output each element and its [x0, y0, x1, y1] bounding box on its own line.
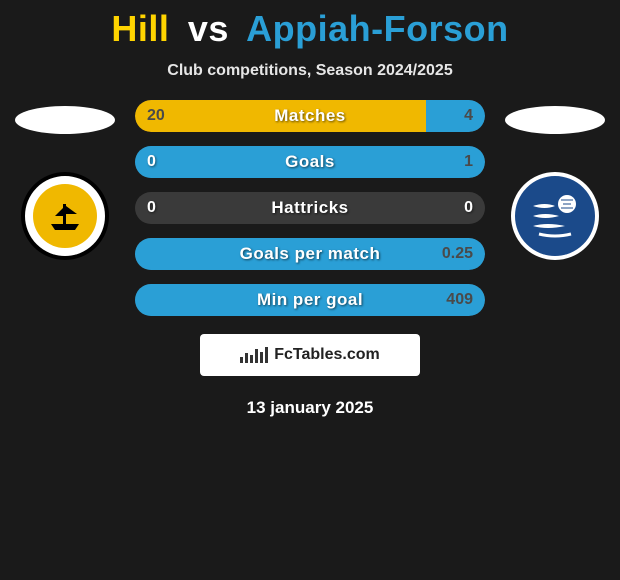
- stat-value-right: 0.25: [442, 245, 473, 263]
- stat-label: Goals per match: [240, 244, 381, 264]
- stat-fill-right: [426, 100, 486, 132]
- main-row: Matches 20 4 Goals 0 1 Hattricks 0 0 Goals per ma…: [0, 100, 620, 316]
- player1-name: Hill: [111, 8, 169, 49]
- player2-photo-placeholder: [505, 106, 605, 134]
- stat-label: Hattricks: [271, 198, 348, 218]
- southend-crest-icon: [525, 186, 585, 246]
- brand-text: FcTables.com: [274, 346, 380, 364]
- comparison-card: Hill vs Appiah-Forson Club competitions,…: [0, 0, 620, 418]
- stat-row: Goals per match 0.25: [135, 238, 485, 270]
- stats-column: Matches 20 4 Goals 0 1 Hattricks 0 0 Goals per ma…: [135, 100, 485, 316]
- stat-row: Matches 20 4: [135, 100, 485, 132]
- ship-icon: [45, 196, 85, 236]
- stat-row: Goals 0 1: [135, 146, 485, 178]
- stat-row: Hattricks 0 0: [135, 192, 485, 224]
- page-title: Hill vs Appiah-Forson: [0, 0, 620, 50]
- brand-box: FcTables.com: [200, 334, 420, 376]
- stat-value-left: 0: [147, 199, 156, 217]
- bars-icon: [240, 347, 268, 363]
- date-text: 13 january 2025: [0, 398, 620, 418]
- stat-row: Min per goal 409: [135, 284, 485, 316]
- player2-name: Appiah-Forson: [246, 8, 508, 49]
- player1-photo-placeholder: [15, 106, 115, 134]
- vs-text: vs: [188, 8, 229, 49]
- stat-label: Matches: [274, 106, 346, 126]
- boston-badge-inner: [33, 184, 97, 248]
- stat-label: Min per goal: [257, 290, 363, 310]
- stat-value-right: 4: [464, 107, 473, 125]
- club-badge-left: [21, 172, 109, 260]
- right-side: [495, 100, 615, 260]
- stat-value-right: 1: [464, 153, 473, 171]
- stat-value-right: 0: [464, 199, 473, 217]
- subtitle: Club competitions, Season 2024/2025: [0, 62, 620, 80]
- stat-value-right: 409: [446, 291, 473, 309]
- stat-value-left: 0: [147, 153, 156, 171]
- stat-value-left: 20: [147, 107, 165, 125]
- club-badge-right: [511, 172, 599, 260]
- left-side: [5, 100, 125, 260]
- stat-label: Goals: [285, 152, 335, 172]
